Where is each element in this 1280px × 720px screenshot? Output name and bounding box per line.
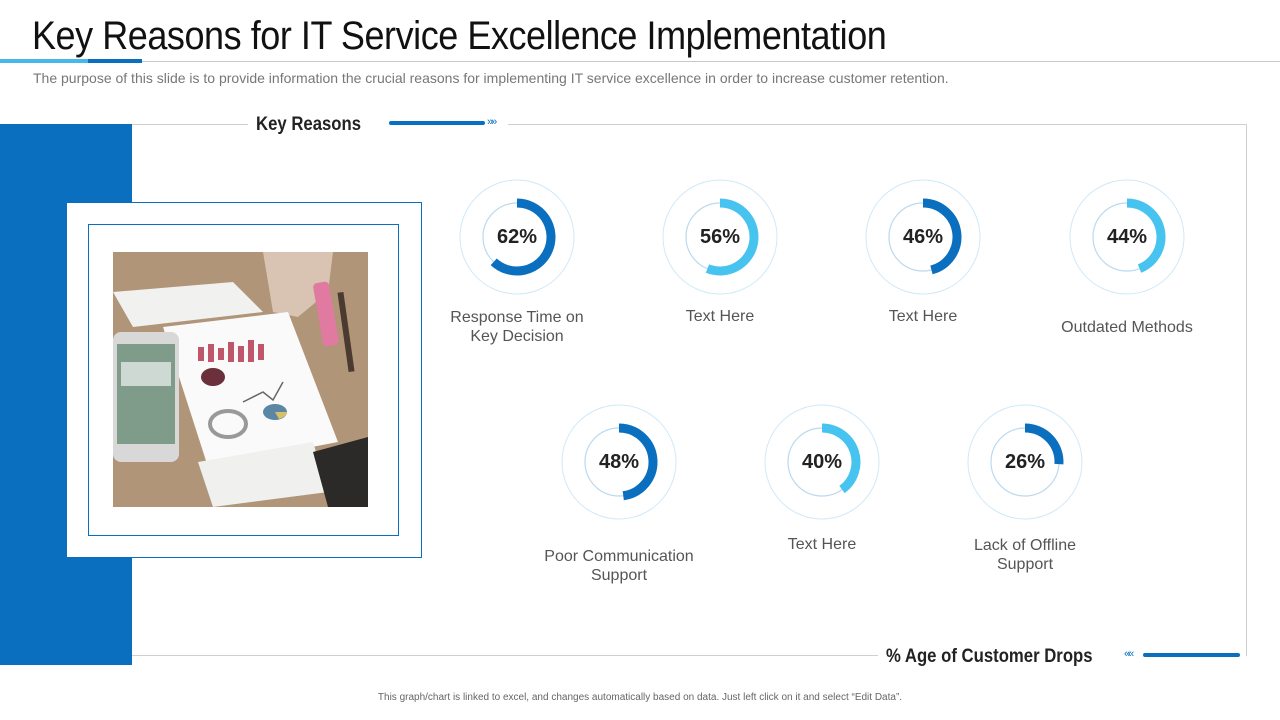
donut-gauge-graphic [662,179,778,295]
gauge-value-arc [1024,423,1064,465]
gauge-caption: Text Here [685,308,755,325]
gauge-percent-label: 56% [699,225,741,248]
gauge-caption: Poor Communication Support [519,547,719,585]
gauge-outer-ring [865,179,981,295]
gauge-outer-ring [764,404,880,520]
gauge-caption: Text Here [787,536,857,553]
frame-right-line [1246,124,1247,656]
donut-gauge-graphic [967,404,1083,520]
donut-gauge[interactable]: 56% [662,179,778,295]
gauge-value-arc [1126,198,1166,273]
customer-drops-heading: % Age of Customer Drops [886,646,1093,667]
gauge-value-arc [705,198,759,276]
desk-charts-photo [113,252,368,507]
gauge-value-arc [821,423,861,494]
gauge-value-arc [618,423,658,501]
donut-gauge-graphic [1069,179,1185,295]
donut-gauge[interactable]: 62% [459,179,575,295]
chevrons-right-icon: »» [487,116,497,128]
gauge-percent-label: 40% [801,450,843,473]
title-divider [0,61,1280,62]
gauge-value-arc [922,198,962,275]
title-accent-light [0,59,88,63]
donut-gauge-graphic [459,179,575,295]
key-reasons-accent-bar [389,121,485,125]
gauge-caption: Outdated Methods [1061,319,1193,336]
gauge-percent-label: 44% [1106,225,1148,248]
key-reasons-heading: Key Reasons [256,114,362,135]
gauge-caption-line: Support [590,567,648,584]
key-reasons-header-bg [248,112,508,138]
gauge-caption: Text Here [888,308,958,325]
gauge-value-arc [490,198,556,276]
gauge-outer-ring [967,404,1083,520]
gauge-caption: Lack of Offline Support [925,536,1125,574]
gauge-percent-label: 26% [1004,450,1046,473]
gauge-percent-label: 62% [496,225,538,248]
chevrons-left-icon: «« [1124,648,1134,660]
donut-gauge-graphic [865,179,981,295]
footnote: This graph/chart is linked to excel, and… [377,692,903,703]
gauge-caption-line: Poor Communication [544,548,694,565]
gauge-outer-ring [662,179,778,295]
gauge-caption-line: Key Decision [470,328,564,345]
frame-top-line [132,124,1247,125]
frame-bottom-line [132,655,1247,656]
gauge-outer-ring [561,404,677,520]
slide-subtitle: The purpose of this slide is to provide … [33,70,949,86]
donut-gauge[interactable]: 40% [764,404,880,520]
gauge-caption-line: Lack of Offline [974,537,1076,554]
gauge-outer-ring [459,179,575,295]
slide-title: Key Reasons for IT Service Excellence Im… [32,14,887,58]
donut-gauge[interactable]: 44% [1069,179,1185,295]
gauge-caption-line: Response Time on [450,309,584,326]
gauge-percent-label: 46% [902,225,944,248]
gauge-caption-line: Support [996,556,1054,573]
donut-gauge[interactable]: 46% [865,179,981,295]
donut-gauge[interactable]: 48% [561,404,677,520]
gauge-percent-label: 48% [598,450,640,473]
donut-gauge-graphic [561,404,677,520]
gauge-outer-ring [1069,179,1185,295]
customer-drops-accent-bar [1143,653,1240,657]
gauge-caption: Response Time on Key Decision [417,308,617,346]
title-accent-dark [88,59,142,63]
donut-gauge[interactable]: 26% [967,404,1083,520]
donut-gauge-graphic [764,404,880,520]
